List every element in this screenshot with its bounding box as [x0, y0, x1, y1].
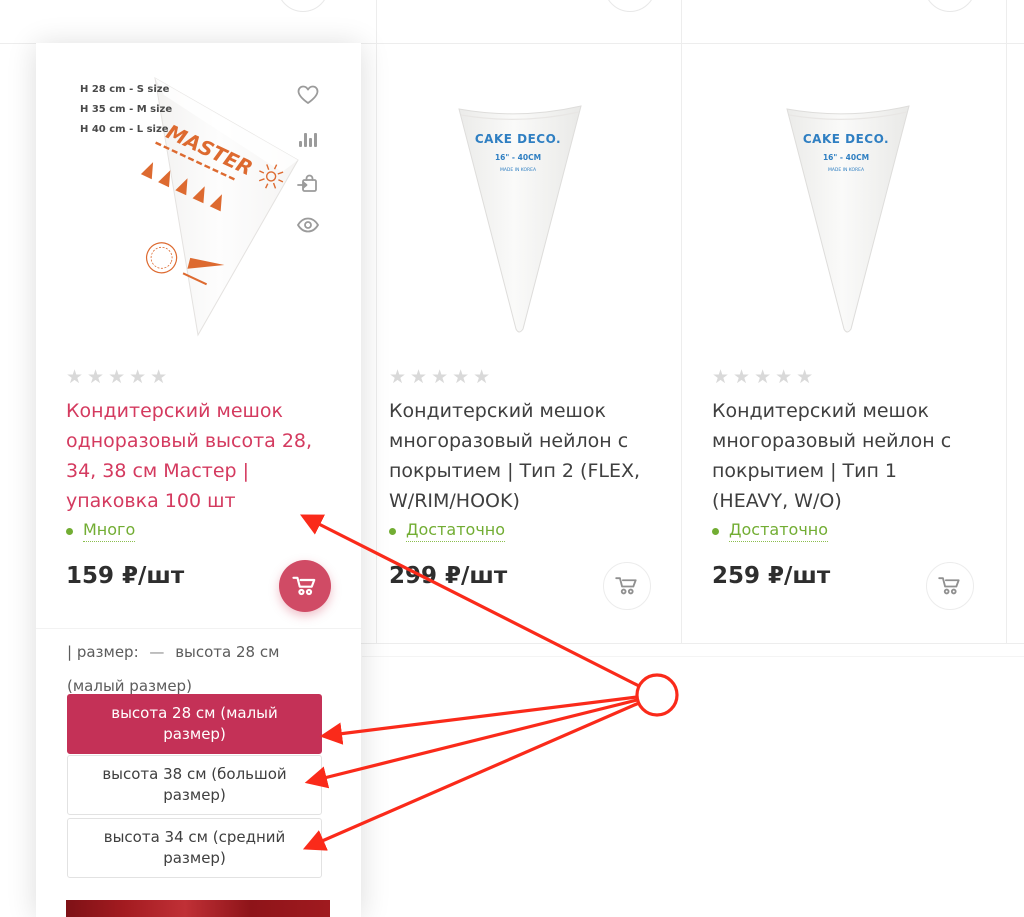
cart-icon: [289, 570, 321, 602]
size-option-38[interactable]: высота 38 см (большой размер): [67, 755, 322, 815]
cart-icon: [612, 571, 642, 601]
size-option-28[interactable]: высота 28 см (малый размер): [67, 694, 322, 754]
compare-button[interactable]: [294, 127, 322, 155]
cart-button-partial[interactable]: [604, 0, 656, 12]
stock-label[interactable]: Много: [83, 520, 136, 542]
grid-line: [362, 656, 1024, 657]
burst-logo-icon: [258, 164, 284, 189]
annotation-circle: [635, 673, 679, 717]
stock-label[interactable]: Достаточно: [406, 520, 506, 542]
product-price: 259 ₽/шт: [712, 563, 830, 589]
bag-stamp-decor: [145, 242, 225, 286]
bag-brand-text: CAKE DECO.: [475, 132, 561, 146]
size-label-m: H 35 cm - M size: [80, 104, 172, 115]
stock-dot-icon: [389, 527, 396, 535]
cart-icon: [935, 571, 965, 601]
rating-stars: ★★★★★: [389, 366, 495, 388]
price-value: 259: [712, 563, 761, 589]
eye-icon: [296, 216, 320, 238]
quick-order-button[interactable]: [294, 171, 322, 199]
availability-badge: Достаточно: [712, 520, 829, 542]
add-to-favorites-button[interactable]: [294, 83, 322, 111]
bag-origin-text: MADE IN KOREA: [828, 167, 865, 173]
bag-size-text: 16" - 40CM: [823, 153, 869, 162]
shopping-bag-arrow-icon: [296, 171, 320, 199]
product-price: 159 ₽/шт: [66, 563, 184, 589]
price-value: 159: [66, 563, 115, 589]
product-title-link[interactable]: Кондитерский мешок многоразовый нейлон с…: [712, 400, 952, 512]
grid-line: [340, 643, 1024, 644]
bag-print-decor: [140, 141, 235, 212]
product-title-link[interactable]: Кондитерский мешок многоразовый нейлон с…: [389, 400, 641, 512]
price-value: 299: [389, 563, 438, 589]
cart-button-partial[interactable]: [924, 0, 976, 12]
add-to-cart-button[interactable]: [926, 562, 974, 610]
product-image[interactable]: CAKE DECO. 16" - 40CM MADE IN KOREA: [417, 93, 637, 353]
product-image[interactable]: CAKE DECO. 16" - 40CM MADE IN KOREA: [745, 93, 965, 353]
product-image[interactable]: MASTER: [48, 53, 328, 343]
product-card-hover: MASTER: [36, 43, 361, 917]
price-unit: ₽/шт: [122, 563, 185, 589]
grid-line: [376, 0, 377, 643]
annotation-arrow-size28: [319, 695, 638, 745]
bag-origin-text: MADE IN KOREA: [500, 167, 537, 173]
size-label-dash: —: [149, 643, 165, 661]
availability-badge: Много: [66, 520, 136, 542]
selected-size-label: | размер: — высота 28 см (малый размер): [67, 635, 337, 703]
popup-divider: [36, 628, 361, 629]
price-unit: ₽/шт: [445, 563, 508, 589]
rating-stars: ★★★★★: [66, 366, 172, 388]
product-title-link[interactable]: Кондитерский мешок одноразовый высота 28…: [66, 400, 313, 512]
size-label-l: H 40 cm - L size: [80, 124, 169, 135]
size-label-value: высота 28 см (малый размер): [67, 643, 280, 695]
size-label-prefix: | размер:: [67, 643, 139, 661]
stock-label[interactable]: Достаточно: [729, 520, 829, 542]
quick-view-button[interactable]: [294, 213, 322, 241]
bag-brand-text: CAKE DECO.: [803, 132, 889, 146]
rating-stars: ★★★★★: [712, 366, 818, 388]
product-card: CAKE DECO. 16" - 40CM MADE IN KOREA ★★★★…: [682, 43, 1006, 643]
bag-size-text: 16" - 40CM: [495, 153, 541, 162]
stock-dot-icon: [66, 527, 73, 535]
size-option-34[interactable]: высота 34 см (средний размер): [67, 818, 322, 878]
heart-icon: [296, 84, 320, 110]
add-to-cart-button[interactable]: [279, 560, 331, 612]
price-unit: ₽/шт: [768, 563, 831, 589]
next-product-image-partial: [66, 900, 330, 917]
size-label-s: H 28 cm - S size: [80, 84, 170, 95]
bar-chart-icon: [297, 129, 319, 153]
product-card: CAKE DECO. 16" - 40CM MADE IN KOREA ★★★★…: [377, 43, 681, 643]
add-to-cart-button[interactable]: [603, 562, 651, 610]
availability-badge: Достаточно: [389, 520, 506, 542]
product-price: 299 ₽/шт: [389, 563, 507, 589]
grid-line: [0, 43, 1024, 44]
cart-button-partial[interactable]: [277, 0, 329, 12]
grid-line: [681, 0, 682, 643]
stock-dot-icon: [712, 527, 719, 535]
grid-line: [1006, 0, 1007, 643]
